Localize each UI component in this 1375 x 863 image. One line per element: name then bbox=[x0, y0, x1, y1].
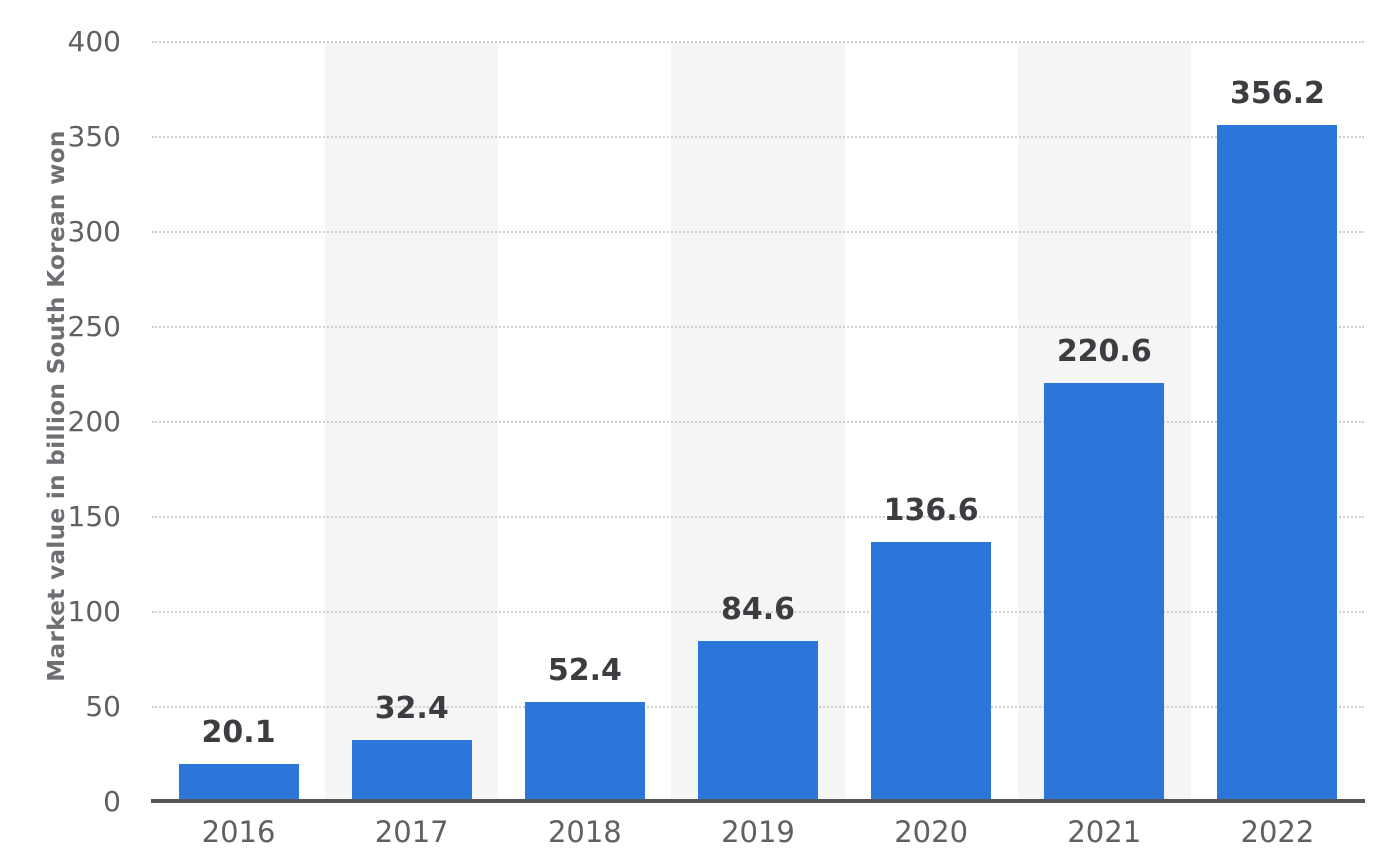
y-tick-label-50: 50 bbox=[85, 690, 121, 723]
x-axis-label-2021: 2021 bbox=[1067, 815, 1142, 849]
bar-value-label-2016: 20.1 bbox=[201, 714, 276, 750]
x-axis-label-2016: 2016 bbox=[201, 815, 276, 849]
gridline-250 bbox=[152, 326, 1364, 328]
bar-2017[interactable] bbox=[351, 740, 472, 802]
gridline-300 bbox=[152, 231, 1364, 233]
bar-value-label-2019: 84.6 bbox=[720, 592, 795, 628]
y-tick-label-0: 0 bbox=[103, 785, 121, 818]
bar-value-label-2021: 220.6 bbox=[1056, 333, 1152, 369]
bar-value-label-2022: 356.2 bbox=[1229, 76, 1325, 112]
y-tick-label-200: 200 bbox=[67, 405, 121, 438]
plot-area: 20.1 32.4 52.4 84.6 136.6 220.6 356.2 bbox=[152, 41, 1364, 802]
x-axis-label-2018: 2018 bbox=[547, 815, 622, 849]
gridline-100 bbox=[152, 611, 1364, 613]
gridline-400 bbox=[152, 41, 1364, 43]
bar-value-label-2018: 52.4 bbox=[547, 653, 622, 689]
bar-value-label-2017: 32.4 bbox=[374, 691, 449, 727]
gridline-200 bbox=[152, 421, 1364, 423]
x-axis-label-2019: 2019 bbox=[721, 815, 795, 849]
y-tick-label-400: 400 bbox=[67, 25, 121, 58]
bar-2019[interactable] bbox=[698, 641, 818, 802]
gridline-350 bbox=[152, 136, 1364, 138]
x-axis-label-2017: 2017 bbox=[374, 815, 449, 849]
y-tick-label-250: 250 bbox=[67, 310, 121, 343]
y-tick-label-150: 150 bbox=[67, 500, 121, 533]
gridline-150 bbox=[152, 516, 1364, 518]
bar-2021[interactable] bbox=[1044, 382, 1165, 802]
bar-2016[interactable] bbox=[178, 763, 299, 802]
x-axis-label-2020: 2020 bbox=[894, 815, 969, 849]
bar-2022[interactable] bbox=[1217, 125, 1338, 802]
y-tick-label-350: 350 bbox=[67, 120, 121, 153]
y-tick-label-100: 100 bbox=[67, 595, 121, 628]
x-axis-line bbox=[151, 799, 1365, 803]
bar-2020[interactable] bbox=[871, 542, 992, 802]
bar-value-label-2020: 136.6 bbox=[883, 493, 979, 529]
bar-2018[interactable] bbox=[524, 702, 645, 802]
y-tick-label-300: 300 bbox=[67, 215, 121, 248]
x-axis-label-2022: 2022 bbox=[1240, 815, 1315, 849]
